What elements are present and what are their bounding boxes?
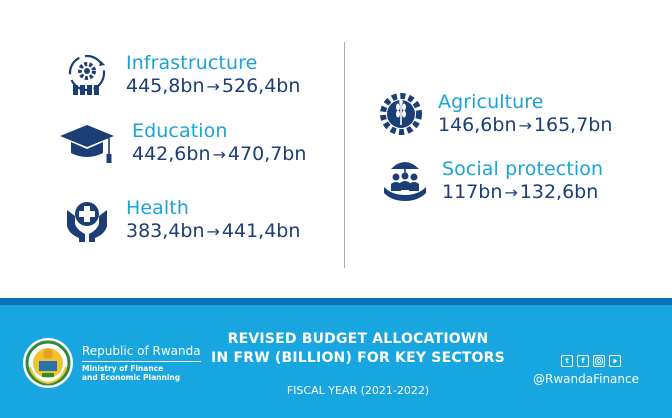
social-icons: t f <box>561 355 621 367</box>
wheat-gear-icon <box>376 89 426 139</box>
ministry-label-line1: Ministry of Finance <box>82 363 164 373</box>
sector-name: Education <box>132 120 228 142</box>
facebook-icon[interactable]: f <box>577 355 589 367</box>
sector-health: Health 383,4bn → 441,4bn <box>62 195 300 245</box>
headline-line2: IN FRW (BILLION) FOR KEY SECTORS <box>211 350 505 366</box>
sector-infrastructure: Infrastructure 445,8bn → 526,4bn <box>62 50 300 100</box>
sector-values: 445,8bn → 526,4bn <box>126 75 301 97</box>
sector-name: Social protection <box>442 158 604 180</box>
graduation-cap-icon <box>58 118 116 168</box>
republic-label: Republic of Rwanda <box>82 344 201 362</box>
sector-name: Agriculture <box>438 91 544 113</box>
sector-education: Education 442,6bn → 470,7bn <box>58 118 306 168</box>
youtube-icon[interactable] <box>609 355 621 367</box>
gear-cycle-icon <box>62 50 112 100</box>
sector-values: 146,6bn → 165,7bn <box>438 114 613 136</box>
hands-cross-icon <box>62 195 112 245</box>
headline-line1: REVISED BUDGET ALLOCATIOWN <box>227 331 489 347</box>
ministry-label-line2: and Economic Planning <box>82 373 181 382</box>
sector-values: 442,6bn → 470,7bn <box>132 143 307 165</box>
headline: REVISED BUDGET ALLOCATIOWN IN FRW (BILLI… <box>196 330 520 368</box>
twitter-icon[interactable]: t <box>561 355 573 367</box>
sector-values: 117bn → 132,6bn <box>442 181 599 203</box>
sector-agriculture: Agriculture 146,6bn → 165,7bn <box>376 89 612 139</box>
twitter-handle[interactable]: @RwandaFinance <box>533 372 639 386</box>
umbrella-family-icon <box>380 156 430 206</box>
column-divider <box>344 42 345 268</box>
footer-band <box>0 305 672 418</box>
rwanda-seal-icon <box>23 338 73 388</box>
instagram-icon[interactable] <box>593 355 605 367</box>
footer-accent-strip <box>0 298 672 305</box>
fiscal-year: FISCAL YEAR (2021-2022) <box>286 384 430 397</box>
sector-social-protection: Social protection 117bn → 132,6bn <box>380 156 603 206</box>
sector-name: Health <box>126 197 189 219</box>
sectors-panel: Infrastructure 445,8bn → 526,4bn Education… <box>58 42 613 268</box>
ministry-logo: Republic of Rwanda Ministry of Finance a… <box>22 337 201 389</box>
sector-values: 383,4bn → 441,4bn <box>126 220 301 242</box>
sector-name: Infrastructure <box>126 52 258 74</box>
